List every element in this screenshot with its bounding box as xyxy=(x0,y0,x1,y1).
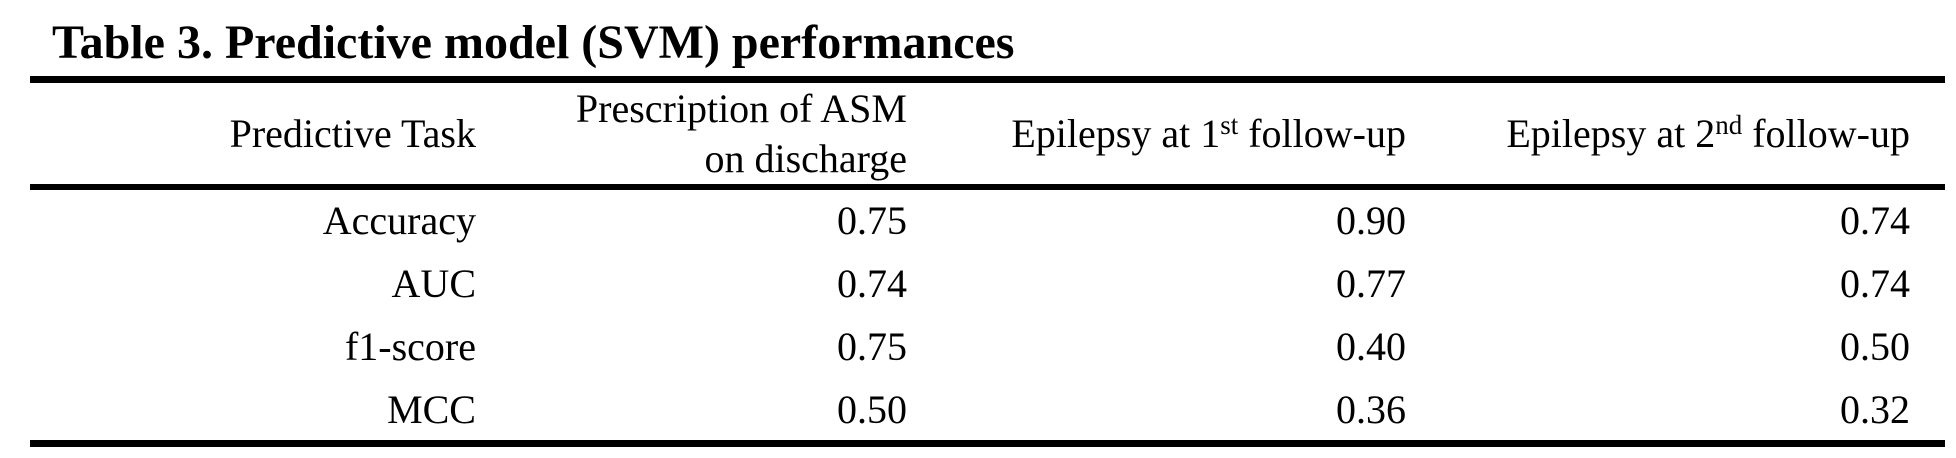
row-mcc-label: MCC xyxy=(387,387,476,432)
table-top-rule xyxy=(30,76,1945,83)
row-f1-asm: 0.75 xyxy=(837,324,907,369)
table-title: Table 3. Predictive model (SVM) performa… xyxy=(52,16,1015,69)
header-epilepsy-first-followup: Epilepsy at 1st follow-up xyxy=(1011,111,1406,157)
header-fu2-prefix: Epilepsy at 2 xyxy=(1506,111,1716,156)
row-auc-asm: 0.74 xyxy=(837,261,907,306)
header-epilepsy-second-followup: Epilepsy at 2nd follow-up xyxy=(1506,111,1910,157)
header-asm-line1: Prescription of ASM xyxy=(575,86,907,131)
row-f1-label: f1-score xyxy=(344,324,476,369)
row-f1-fu1: 0.40 xyxy=(1336,324,1406,369)
row-mcc-fu2: 0.32 xyxy=(1840,387,1910,432)
table-bottom-rule xyxy=(30,440,1945,447)
row-mcc-fu1: 0.36 xyxy=(1336,387,1406,432)
header-fu1-ordinal: st xyxy=(1220,110,1239,140)
header-fu2-ordinal: nd xyxy=(1715,110,1743,140)
header-fu1-prefix: Epilepsy at 1 xyxy=(1011,111,1221,156)
row-auc-fu1: 0.77 xyxy=(1336,261,1406,306)
header-fu2-suffix: follow-up xyxy=(1742,111,1910,156)
row-mcc-asm: 0.50 xyxy=(837,387,907,432)
header-predictive-task: Predictive Task xyxy=(229,111,476,156)
row-accuracy-fu2: 0.74 xyxy=(1840,198,1910,243)
row-accuracy-label: Accuracy xyxy=(322,198,476,243)
row-f1-fu2: 0.50 xyxy=(1840,324,1910,369)
table-header-rule xyxy=(30,184,1945,190)
row-accuracy-asm: 0.75 xyxy=(837,198,907,243)
row-accuracy-fu1: 0.90 xyxy=(1336,198,1406,243)
header-fu1-suffix: follow-up xyxy=(1238,111,1406,156)
row-auc-label: AUC xyxy=(391,261,476,306)
row-auc-fu2: 0.74 xyxy=(1840,261,1910,306)
header-asm-line2: on discharge xyxy=(704,136,907,181)
